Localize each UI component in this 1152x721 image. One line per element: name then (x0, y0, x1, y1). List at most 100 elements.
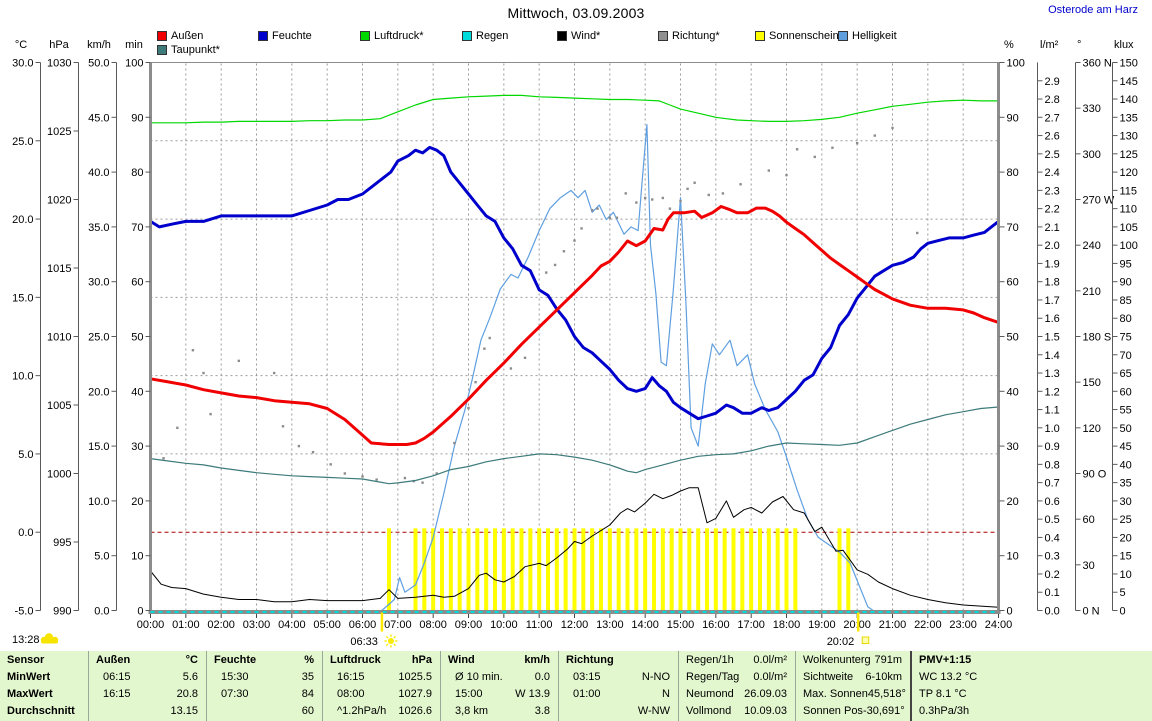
wind-direction-dot (176, 426, 179, 430)
current-time: 13:28 (12, 634, 40, 646)
axis-tick-label: 30.0 (12, 58, 33, 70)
series-luftdruck (149, 94, 1000, 124)
wind-direction-dot (590, 208, 594, 212)
axis-tick-label: 100 (1007, 58, 1025, 70)
stats-cell-value: N (662, 688, 670, 700)
axis-tick-label: 90 O (1083, 469, 1107, 481)
stats-cell-label: Max. Sonnen (803, 688, 868, 700)
sunshine-bar (572, 528, 577, 611)
stats-cell-value: W 13.9 (515, 688, 550, 700)
axis-tick-label: 110 (1120, 204, 1138, 216)
axis-tick-label: 0 (137, 606, 143, 618)
axis-tick-label: 2.3 (1045, 185, 1060, 197)
axis-tick-label: 130 (1120, 131, 1138, 143)
axis-tick-label: 20 (131, 496, 143, 508)
wind-direction-dot (615, 216, 619, 219)
stats-row: Luftdruck hPa (323, 651, 440, 668)
stats-row: ^1.2hPa/h 1026.6 (323, 702, 440, 719)
x-axis-label: 08:00 (419, 619, 447, 631)
stats-cell-value: km/h (524, 654, 550, 666)
legend-color-swatch (157, 31, 167, 41)
sun-ray (393, 635, 397, 639)
sunshine-bar (440, 528, 444, 611)
stats-cell-value: -30,691° (862, 705, 905, 717)
axis-tick-label: 1.1 (1045, 405, 1060, 417)
sun-ray (385, 643, 389, 647)
stats-row: PMV+1:15 (912, 651, 1152, 668)
axis-tick-label: 105 (1120, 222, 1138, 234)
stats-cell-label: ^1.2hPa/h (337, 705, 387, 717)
axis-tick-label: 1015 (47, 263, 71, 275)
sunshine-bar (448, 528, 453, 611)
axis-tick-label: 50 (1120, 423, 1132, 435)
wind-direction-dot (795, 148, 799, 151)
x-axis-label: 03:00 (243, 619, 271, 631)
axis-tick-label: 145 (1120, 76, 1138, 88)
stats-cell-label: Regen/1h (686, 654, 734, 666)
legend-item-wind: Wind* (557, 30, 600, 42)
axis-tick-label: 0.7 (1045, 478, 1060, 490)
axis-tick-label: 85 (1120, 295, 1132, 307)
axis-tick-label: 45.0 (88, 112, 109, 124)
wind-direction-dot (421, 481, 424, 484)
wind-direction-dot (891, 126, 894, 130)
stats-cell-label: 16:15 (103, 688, 131, 700)
axis-tick-label: 90 (131, 112, 143, 124)
axis-tick-label: 990 (53, 606, 71, 618)
axis-tick-label: 150 (1083, 377, 1101, 389)
axis-tick-label: 20 (1120, 532, 1132, 544)
axis-unit-label: l/m² (1040, 39, 1059, 51)
sunshine-bar (660, 528, 665, 611)
series-taupunkt (149, 406, 1000, 485)
wind-direction-dot (693, 181, 696, 184)
stats-cell-value: 1027.9 (398, 688, 432, 700)
axis-tick-label: 10 (1007, 551, 1019, 563)
axis-tick-label: 2.7 (1045, 112, 1060, 124)
wind-direction-dot (281, 425, 285, 428)
stats-row: Durchschnitt (0, 702, 88, 719)
weather-day-chart: 00:00 01:00 02:00 03:00 04:00 05:00 06:00 07:00… (12, 39, 1138, 648)
axis-tick-label: 75 (1120, 332, 1132, 344)
stats-cell-value: 5.6 (182, 671, 198, 683)
stats-cell-label: Neumond (686, 688, 734, 700)
series-feuchte (149, 145, 1000, 421)
axis-tick-label: 95 (1120, 258, 1132, 270)
wind-direction-dot (573, 239, 576, 242)
series-wind (150, 487, 999, 608)
axis-tick-label: 5 (1120, 587, 1126, 599)
axis-tick-label: 1.4 (1045, 350, 1060, 362)
wind-direction-dot (813, 155, 816, 159)
axis-tick-label: 60 (1120, 386, 1132, 398)
stats-row: Wind km/h (441, 651, 558, 668)
legend-color-swatch (658, 31, 668, 41)
axis-tick-label: 0.5 (1045, 514, 1060, 526)
legend-item-helligkeit: Helligkeit (838, 30, 897, 42)
axis-tick-label: 10 (131, 551, 143, 563)
wind-direction-dot (596, 207, 599, 210)
sunshine-bar (563, 528, 568, 611)
axis-tick-label: 2.1 (1045, 222, 1060, 234)
stats-cell-value: % (304, 654, 314, 666)
sunrise-time: 06:33 (350, 636, 378, 648)
sunshine-bar (766, 528, 771, 611)
stats-cell-label: Wind (448, 654, 475, 666)
stats-cell-label: 03:15 (573, 671, 601, 683)
sunshine-bar (731, 528, 736, 611)
x-axis-label: 05:00 (313, 619, 341, 631)
axis-tick-label: 1.2 (1045, 386, 1060, 398)
stats-cell-label: Regen/Tag (686, 671, 740, 683)
cloud-icon (41, 639, 58, 644)
stats-row: WC 13.2 °C (912, 668, 1152, 685)
axis-unit-label: km/h (87, 39, 111, 51)
stats-cell-value: 10.09.03 (744, 705, 787, 717)
sunshine-bar (475, 528, 480, 611)
stats-row: Regen/Tag 0.0l/m² (679, 668, 795, 685)
legend-color-swatch (462, 31, 472, 41)
wind-direction-dot (435, 472, 438, 475)
axis-tick-label: 2.6 (1045, 131, 1060, 143)
sunshine-bar (722, 528, 727, 611)
axis-tick-label: 0 N (1083, 606, 1100, 618)
sun-set-icon (861, 636, 870, 644)
wind-direction-dot (403, 476, 407, 480)
wind-direction-dot (523, 356, 527, 360)
